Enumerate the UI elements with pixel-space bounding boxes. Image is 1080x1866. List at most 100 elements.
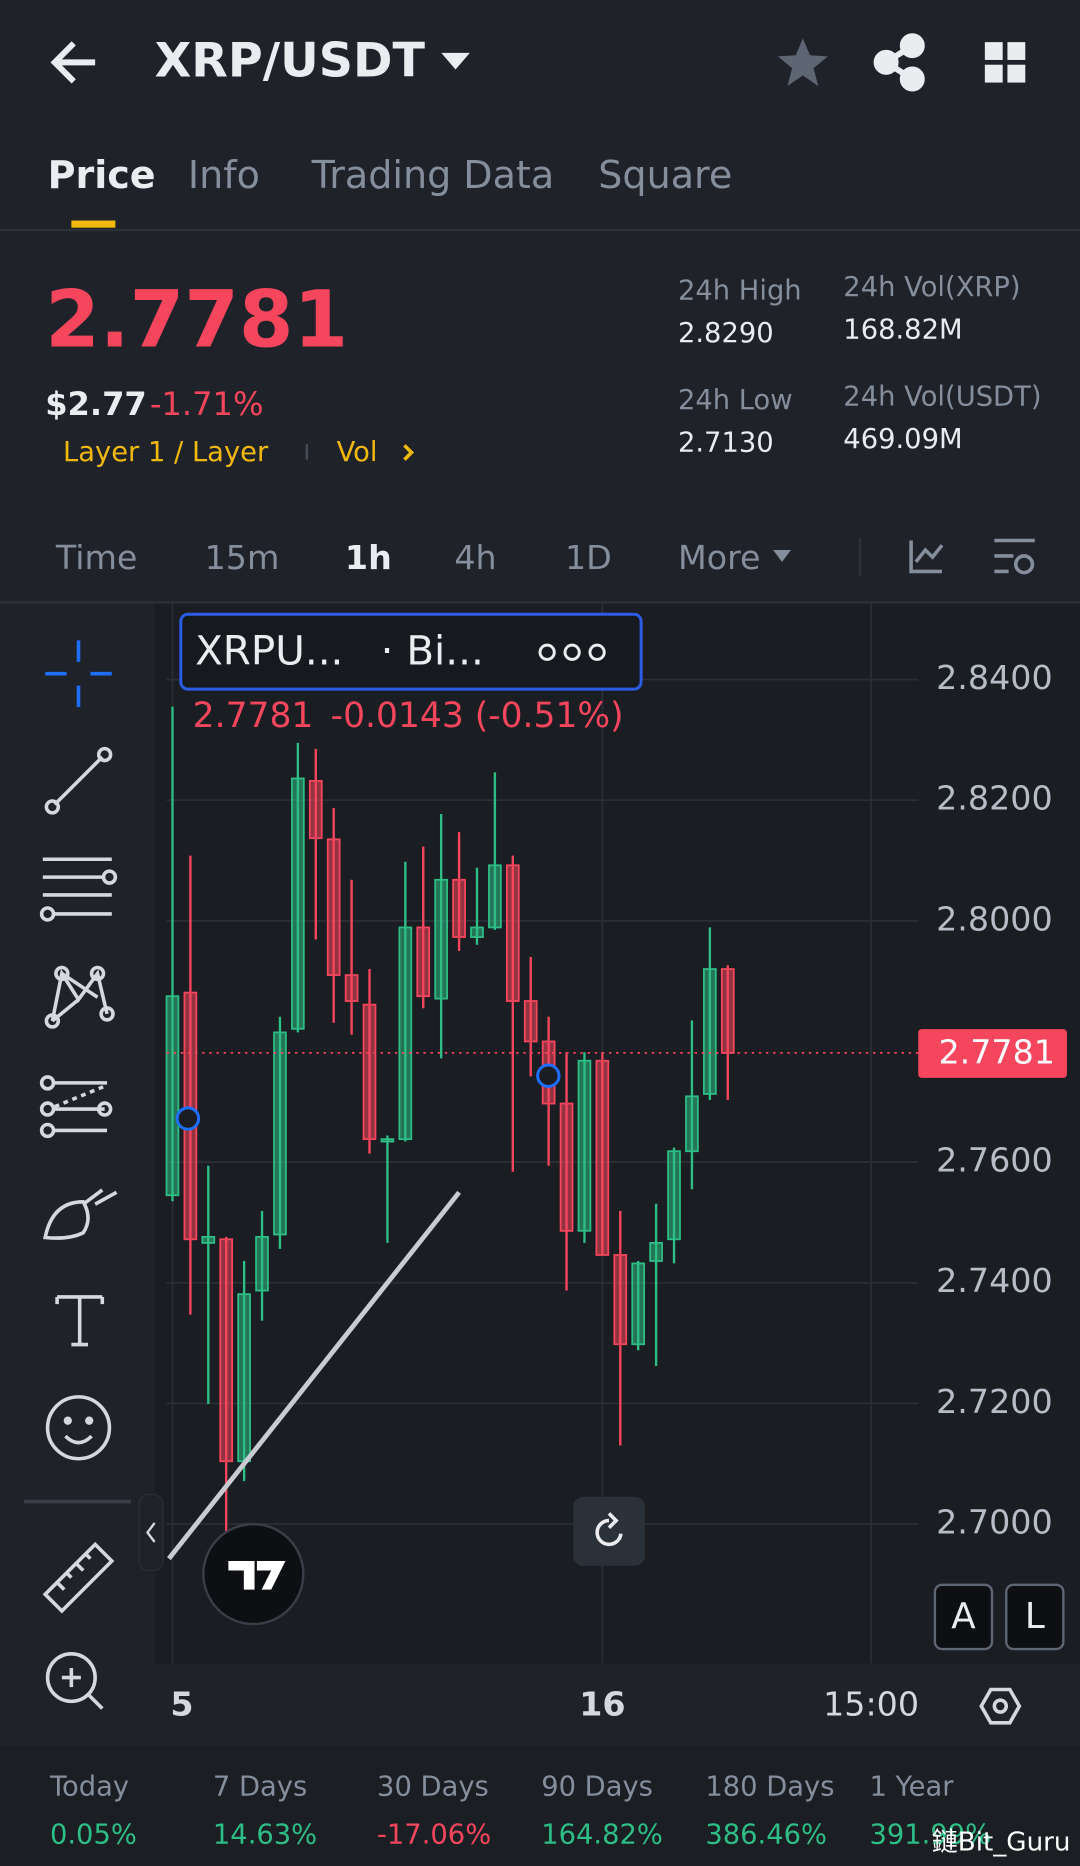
candle-body: [344, 974, 359, 1002]
scale-button-label: L: [1025, 1596, 1045, 1637]
legend-more[interactable]: [538, 643, 556, 661]
legend-box[interactable]: [179, 612, 643, 691]
period-change: 164.82%: [541, 1819, 663, 1850]
period-label: 180 Days: [705, 1772, 834, 1803]
legend-change: -0.0143 (-0.51%): [331, 696, 624, 736]
last-price-tag-label: 2.7781: [938, 1033, 1055, 1072]
legend-symbol: XRPU...: [195, 626, 343, 674]
x-tick-label: 15:00: [823, 1685, 919, 1724]
candle-body: [416, 926, 431, 998]
stat-value: 469.09M: [843, 424, 962, 455]
crosshair-tool[interactable]: [45, 640, 112, 708]
y-tick-label: 2.7400: [936, 1261, 1053, 1300]
candle-body: [273, 1031, 287, 1236]
stat-value: 168.82M: [843, 315, 962, 346]
candle-body: [488, 864, 502, 929]
favorite-star[interactable]: [777, 38, 828, 87]
price-change: -1.71%: [150, 385, 264, 423]
zoom-tool[interactable]: [45, 1652, 104, 1710]
indicator-button[interactable]: [909, 540, 944, 574]
candle-body: [434, 878, 448, 1000]
tab[interactable]: Price: [48, 153, 156, 197]
interval[interactable]: More: [678, 538, 761, 577]
settings-button[interactable]: [994, 538, 1035, 575]
text-tool[interactable]: [55, 1295, 105, 1347]
stat-label: 24h High: [678, 275, 802, 306]
candle-body: [685, 1095, 699, 1153]
fib-tool[interactable]: [39, 1075, 113, 1139]
candle-body: [219, 1238, 234, 1463]
period-change: 386.46%: [705, 1819, 827, 1850]
vol-link[interactable]: Vol: [337, 437, 378, 468]
candle-body: [523, 1000, 538, 1043]
scale-button-label: A: [951, 1596, 976, 1637]
legend-more[interactable]: [563, 643, 581, 661]
reset-icon: [595, 1512, 623, 1547]
chart-settings[interactable]: [979, 1687, 1022, 1725]
y-tick-label: 2.8400: [936, 658, 1053, 697]
usd-price: $2.77: [45, 385, 147, 423]
stat-label: 24h Low: [678, 385, 793, 416]
watermark: 鏈Bit_Guru: [932, 1827, 1071, 1857]
collapse-chevron: [146, 1522, 156, 1543]
menu-grid[interactable]: [984, 42, 1026, 83]
period-change: 14.63%: [213, 1819, 317, 1850]
candle-body: [452, 878, 466, 938]
pattern-tool[interactable]: [44, 965, 115, 1029]
scale-button[interactable]: [1005, 1583, 1065, 1651]
ruler-tool[interactable]: [42, 1541, 115, 1614]
candle-body: [362, 1003, 377, 1141]
interval[interactable]: 4h: [454, 538, 496, 577]
back-button[interactable]: [50, 41, 96, 84]
pair-dropdown[interactable]: [441, 52, 470, 70]
period-change: -17.06%: [377, 1819, 491, 1850]
collapse-toolbar[interactable]: [138, 1493, 164, 1572]
tab[interactable]: Trading Data: [311, 153, 555, 197]
drawing-anchor: [536, 1063, 561, 1088]
tab[interactable]: Info: [188, 153, 260, 197]
candle-body: [380, 1138, 395, 1143]
candle-body: [649, 1242, 663, 1262]
emoji-tool[interactable]: [45, 1395, 112, 1461]
last-price-tag: [918, 1029, 1067, 1078]
candle-body: [505, 864, 520, 1002]
candle-body: [703, 968, 717, 1095]
last-price: 2.7781: [45, 274, 348, 366]
y-tick-label: 2.8000: [936, 899, 1053, 938]
stat-value: 2.8290: [678, 318, 774, 349]
y-tick-label: 2.8200: [936, 779, 1053, 818]
candle-body: [631, 1262, 646, 1346]
share-button[interactable]: [873, 33, 925, 92]
trendline-tool[interactable]: [44, 746, 113, 815]
period-label: 1 Year: [869, 1772, 954, 1803]
interval[interactable]: 15m: [205, 538, 280, 577]
stat-value: 2.7130: [678, 428, 774, 459]
legend-exchange: · Bi...: [381, 626, 484, 674]
y-tick-label: 2.7600: [936, 1141, 1053, 1180]
candle-body: [398, 926, 413, 1141]
candle-body: [577, 1059, 592, 1232]
period-change: 391.99%: [869, 1819, 991, 1850]
tab[interactable]: Square: [598, 153, 732, 197]
scale-button[interactable]: [933, 1583, 994, 1651]
parallel-lines-tool[interactable]: [39, 857, 118, 922]
candle-body: [613, 1254, 628, 1346]
tags[interactable]: Layer 1 / Layer: [63, 437, 269, 468]
brush-tool[interactable]: [43, 1188, 118, 1240]
pair-title[interactable]: XRP/USDT: [155, 34, 426, 89]
interval[interactable]: 1D: [565, 538, 612, 577]
chart-settings-dot: [992, 1698, 1009, 1714]
candle-body: [470, 926, 484, 938]
user-trendline: [167, 1190, 461, 1561]
x-tick-label: 16: [579, 1685, 625, 1724]
tab-indicator: [71, 220, 116, 228]
interval[interactable]: 1h: [345, 538, 392, 577]
x-tick-label: 5: [170, 1685, 193, 1724]
legend-more[interactable]: [588, 643, 606, 661]
more-dropdown[interactable]: [773, 550, 791, 562]
candle-body: [595, 1059, 610, 1256]
candle-body: [720, 968, 735, 1054]
reset-button[interactable]: [573, 1496, 645, 1566]
